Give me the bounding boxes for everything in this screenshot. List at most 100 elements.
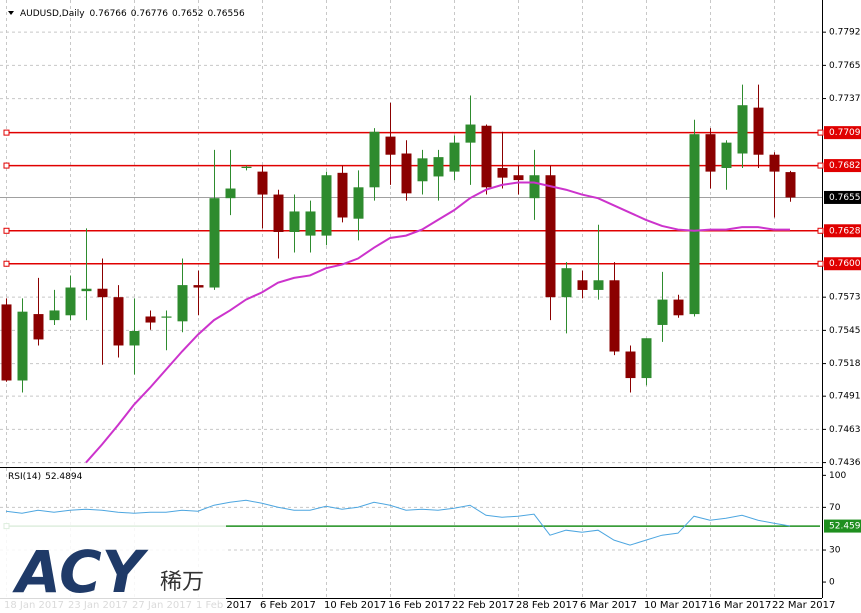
candle-body: [561, 268, 572, 298]
rsi-y-tick-label: 30: [829, 546, 841, 556]
x-tick-label: 16 Feb 2017: [388, 600, 450, 611]
x-tick-label: 10 Mar 2017: [644, 600, 707, 611]
logo: ACY 稀万: [0, 516, 226, 613]
level-label-box: [824, 257, 861, 271]
y-tick-label: 0.75455: [829, 326, 861, 336]
candle-body: [209, 198, 220, 288]
level-handle: [3, 129, 10, 136]
candle-body: [353, 187, 364, 219]
candle-body: [577, 280, 588, 290]
level-handle: [3, 227, 10, 234]
rsi-title: RSI(14): [8, 472, 41, 482]
candle-body: [305, 211, 316, 236]
candle-body: [273, 194, 284, 232]
candle-body: [705, 134, 716, 172]
menu-arrow: [8, 11, 14, 15]
logo-chinese: 稀万: [160, 570, 204, 595]
y-tick-label: 0.74635: [829, 425, 861, 435]
x-tick-label: 22 Feb 2017: [452, 600, 514, 611]
chart-header: AUDUSD,Daily 0.76766 0.76776 0.7652 0.76556: [20, 9, 245, 19]
candle-body: [625, 351, 636, 379]
candle-body: [337, 172, 348, 218]
candle-body: [369, 131, 380, 188]
level-handle: [817, 260, 824, 267]
last-price-label: 0.76556: [829, 193, 861, 203]
level-label: 0.76007: [829, 259, 861, 269]
candle-body: [497, 167, 508, 178]
candle-body: [785, 172, 796, 198]
x-tick-label: 16 Mar 2017: [708, 600, 771, 611]
candle-body: [753, 107, 764, 155]
header-close: 0.76556: [207, 9, 244, 19]
moving-average-line: [85, 181, 790, 464]
level-label-box: [824, 126, 861, 140]
x-tick-label: 22 Mar 2017: [772, 600, 835, 611]
candle-body: [193, 285, 204, 288]
candle-body: [737, 105, 748, 154]
x-tick-label: 28 Feb 2017: [516, 600, 578, 611]
rsi-y-tick-label: 70: [829, 503, 841, 513]
last-price-box: [824, 190, 861, 204]
candle-body: [129, 330, 140, 346]
rsi-y-tick-label: 0: [829, 578, 835, 588]
level-label-box: [824, 159, 861, 173]
candle-body: [609, 280, 620, 352]
candle-body: [49, 310, 60, 321]
x-tick-label: 6 Feb 2017: [260, 600, 316, 611]
level-handle: [3, 162, 10, 169]
level-label: 0.77093: [829, 128, 861, 138]
candle-body: [433, 157, 444, 177]
candle-body: [289, 211, 300, 232]
rsi-line: [5, 499, 791, 546]
y-tick-label: 0.77375: [829, 94, 861, 104]
candle-body: [769, 154, 780, 172]
candle-body: [657, 299, 668, 325]
rsi-y-tick-label: 100: [829, 471, 846, 481]
candle-body: [65, 287, 76, 316]
level-handle: [817, 129, 824, 136]
logo-backdrop: [0, 516, 226, 613]
header-high: 0.76776: [131, 9, 168, 19]
header-open: 0.76766: [90, 9, 127, 19]
candle-body: [513, 175, 524, 181]
symbol: AUDUSD,Daily: [20, 9, 85, 19]
candle-body: [321, 175, 332, 236]
candle-body: [161, 316, 172, 318]
candle-body: [385, 136, 396, 155]
x-tick-label: 6 Mar 2017: [580, 600, 637, 611]
candle-body: [641, 338, 652, 379]
level-handle: [817, 162, 824, 169]
candle-body: [225, 188, 236, 199]
candle-body: [481, 125, 492, 188]
header-low: 0.7652: [172, 9, 204, 19]
candle-body: [177, 285, 188, 322]
candle-body: [449, 142, 460, 172]
candle-body: [593, 280, 604, 290]
candle-body: [97, 288, 108, 298]
level-handle: [817, 227, 824, 234]
x-tick-label: 10 Feb 2017: [324, 600, 386, 611]
rsi-level-label: 52.4590: [829, 522, 861, 532]
candle-body: [145, 316, 156, 323]
candle-body: [17, 311, 28, 381]
candle-body: [465, 124, 476, 143]
y-tick-label: 0.77925: [829, 28, 861, 38]
candle-body: [241, 166, 252, 168]
rsi-level-box: [824, 519, 861, 533]
candle-body: [673, 299, 684, 316]
candle-body: [33, 314, 44, 340]
candle-body: [689, 134, 700, 315]
candle-body: [113, 297, 124, 346]
rsi-current: 52.4894: [45, 472, 82, 482]
level-label-box: [824, 224, 861, 238]
